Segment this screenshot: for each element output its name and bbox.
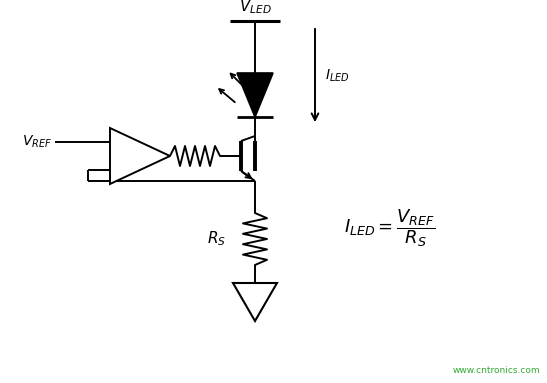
Text: $V_{LED}$: $V_{LED}$: [238, 0, 271, 16]
Text: www.cntronics.com: www.cntronics.com: [452, 366, 540, 375]
Text: $R_S$: $R_S$: [207, 230, 226, 248]
Polygon shape: [110, 128, 170, 184]
Text: +: +: [118, 141, 126, 151]
Polygon shape: [233, 283, 277, 321]
Text: $I_{LED}$: $I_{LED}$: [325, 67, 350, 84]
Text: −: −: [117, 159, 127, 172]
Text: $I_{LED} = \dfrac{V_{REF}}{R_S}$: $I_{LED} = \dfrac{V_{REF}}{R_S}$: [344, 207, 435, 249]
Polygon shape: [237, 73, 273, 117]
Text: $V_{REF}$: $V_{REF}$: [22, 134, 52, 150]
